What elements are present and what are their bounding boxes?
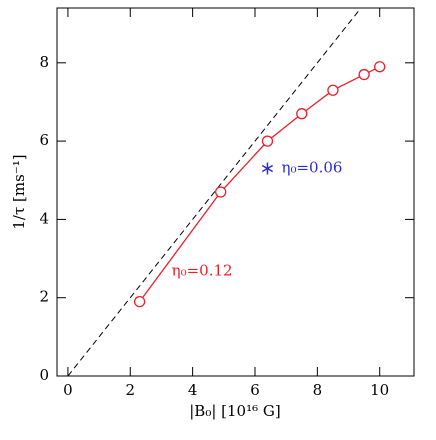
x-tick-label: 0 [63,381,73,399]
x-tick-label: 10 [370,381,389,399]
y-tick-label: 2 [39,288,49,306]
x-tick-label: 4 [188,381,198,399]
point [358,68,370,81]
x-tick-label: 2 [125,381,135,399]
y-axis-label: 1/τ [ms⁻¹] [10,154,28,229]
point [261,162,274,175]
y-tick-label: 8 [39,53,49,71]
reference-line [67,8,362,376]
plot-frame [56,7,415,377]
x-tick-label: 8 [313,381,323,399]
point [133,295,146,308]
series-label: η₀=0.12 [172,262,233,280]
point [261,135,274,147]
y-tick-label: 6 [39,131,49,149]
series-label: η₀=0.06 [281,159,342,177]
y-tick-label: 4 [39,209,49,227]
point [296,108,308,120]
point [215,186,227,198]
x-tick-label: 6 [250,381,260,399]
x-axis-label: |B₀| [10¹⁶ G] [189,402,280,420]
point [327,84,339,96]
y-tick-label: 0 [39,366,49,384]
point [374,61,386,73]
